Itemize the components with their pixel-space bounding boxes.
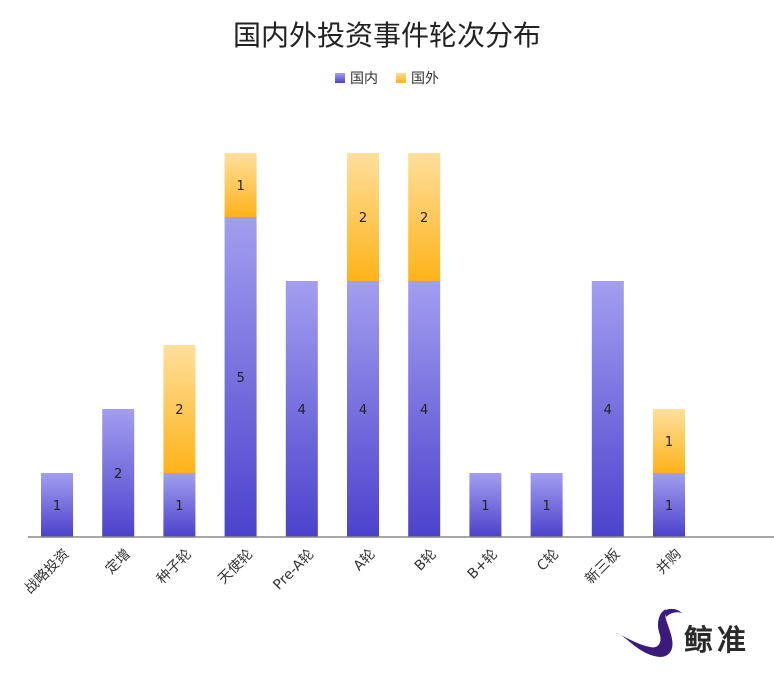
- bar-foreign-2: [163, 345, 196, 473]
- x-tick-label-5: A轮: [351, 546, 379, 574]
- bar-foreign-5: [347, 153, 379, 281]
- bar-domestic-1: [102, 409, 135, 537]
- legend-item-domestic: 国内: [335, 68, 378, 88]
- legend: 国内 国外: [0, 68, 774, 88]
- data-label-domestic-5: 4: [359, 403, 367, 418]
- x-tick-label-7: B+轮: [465, 546, 501, 582]
- x-tick-label-0: 战略投资: [22, 546, 73, 597]
- x-tick-label-10: 并购: [653, 546, 684, 577]
- chart-title: 国内外投资事件轮次分布: [232, 19, 541, 52]
- bar-domestic-9: [591, 281, 624, 537]
- bar-foreign-3: [224, 153, 257, 217]
- data-label-domestic-8: 1: [542, 499, 550, 514]
- bar-domestic-4: [285, 281, 318, 537]
- x-tick-label-2: 种子轮: [154, 546, 195, 587]
- data-label-foreign-2: 2: [175, 403, 183, 418]
- x-tick-label-4: Pre-A轮: [270, 546, 317, 593]
- bar-foreign-6: [408, 153, 441, 281]
- x-tick-label-6: B轮: [412, 546, 440, 574]
- legend-item-foreign: 国外: [396, 68, 439, 88]
- legend-label-domestic: 国内: [350, 71, 378, 87]
- data-label-domestic-3: 5: [236, 371, 244, 386]
- data-label-domestic-1: 2: [114, 467, 122, 482]
- bar-domestic-6: [408, 281, 441, 537]
- data-label-foreign-6: 2: [420, 211, 428, 226]
- brand-logo: 鲸准: [612, 605, 762, 661]
- data-label-domestic-7: 1: [481, 499, 489, 514]
- data-label-foreign-3: 1: [236, 179, 244, 194]
- data-label-domestic-9: 4: [604, 403, 612, 418]
- bar-domestic-7: [469, 473, 502, 537]
- data-label-domestic-2: 1: [175, 499, 183, 514]
- legend-label-foreign: 国外: [411, 71, 439, 87]
- bar-domestic-2: [163, 473, 196, 537]
- data-label-domestic-4: 4: [298, 403, 306, 418]
- legend-swatch-domestic: [335, 73, 345, 83]
- data-label-domestic-10: 1: [665, 499, 673, 514]
- x-tick-label-3: 天使轮: [214, 546, 256, 588]
- legend-swatch-foreign: [396, 73, 406, 83]
- data-label-domestic-0: 1: [53, 499, 61, 514]
- data-label-domestic-6: 4: [420, 403, 428, 418]
- whale-icon: [616, 608, 682, 657]
- bar-domestic-8: [530, 473, 563, 537]
- brand-name: 鲸准: [684, 623, 751, 657]
- bar-domestic-3: [224, 217, 257, 537]
- bar-domestic-0: [41, 473, 73, 537]
- x-tick-label-8: C轮: [534, 546, 562, 574]
- data-label-foreign-10: 1: [665, 435, 673, 450]
- bar-foreign-10: [653, 409, 685, 473]
- x-tick-label-9: 新三板: [582, 546, 623, 587]
- bar-domestic-10: [653, 473, 685, 537]
- data-label-foreign-5: 2: [359, 211, 367, 226]
- bar-domestic-5: [347, 281, 379, 537]
- x-tick-label-1: 定增: [103, 546, 134, 577]
